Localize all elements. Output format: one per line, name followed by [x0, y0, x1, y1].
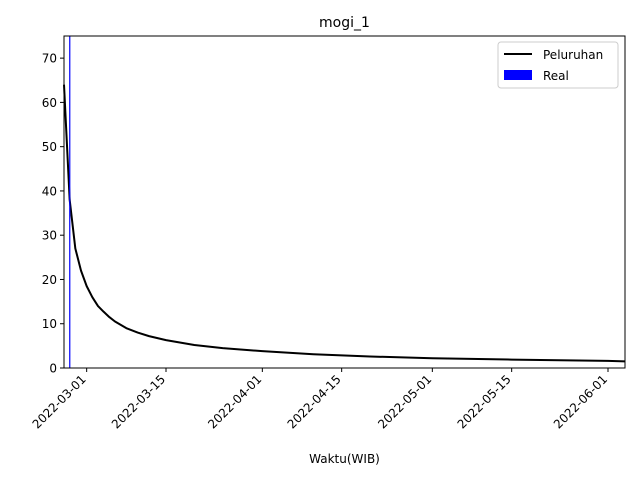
y-axis: 0 10 20 30 40 50 60 70 [42, 52, 64, 376]
legend-label-real: Real [543, 69, 569, 83]
y-tick-label: 50 [42, 140, 57, 154]
y-tick-label: 40 [42, 184, 57, 198]
real-bar [69, 36, 71, 368]
legend: Peluruhan Real [497, 41, 619, 89]
y-tick-label: 60 [42, 96, 57, 110]
legend-label-peluruhan: Peluruhan [543, 48, 603, 62]
plot-frame [63, 35, 626, 369]
chart-title: mogi_1 [319, 15, 370, 31]
plot-area [63, 36, 626, 368]
y-tick-label: 20 [42, 273, 57, 287]
y-tick-label: 0 [49, 362, 57, 376]
y-tick-label: 10 [42, 317, 57, 331]
y-tick-label: 70 [42, 52, 57, 66]
y-tick-label: 30 [42, 229, 57, 243]
legend-bar-swatch [504, 70, 532, 80]
x-axis-label: Waktu(WIB) [309, 452, 380, 466]
peluruhan-line [63, 84, 626, 363]
